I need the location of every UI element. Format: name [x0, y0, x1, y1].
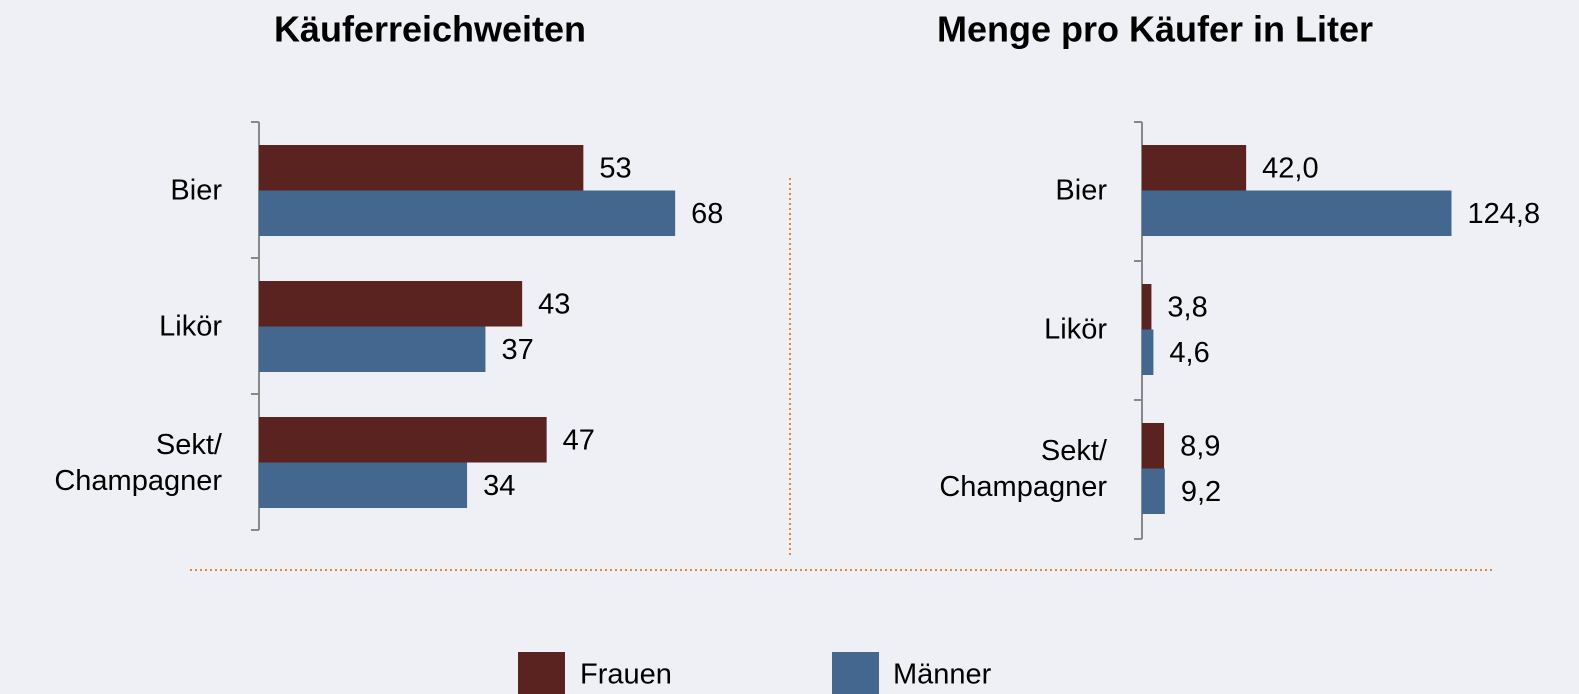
value-label: 34	[483, 470, 515, 502]
value-label: 3,8	[1167, 292, 1207, 324]
value-label: 9,2	[1181, 476, 1221, 508]
bar	[1142, 329, 1154, 375]
bar	[259, 145, 584, 191]
chart-title: Menge pro Käufer in Liter	[937, 9, 1373, 50]
bar	[1142, 468, 1165, 514]
bar	[1142, 145, 1247, 191]
category-label: Sekt/Champagner	[939, 435, 1108, 503]
value-label: 68	[691, 198, 723, 230]
legend-swatch	[832, 652, 879, 694]
value-label: 42,0	[1262, 153, 1318, 185]
bar	[259, 326, 486, 372]
category-label: Likör	[159, 311, 222, 343]
chart-title: Käuferreichweiten	[274, 9, 586, 50]
bar	[1142, 423, 1165, 469]
value-label: 37	[501, 334, 533, 366]
value-label: 47	[563, 425, 595, 457]
value-label: 43	[538, 289, 570, 321]
legend-swatch	[518, 652, 565, 694]
value-label: 4,6	[1169, 337, 1209, 369]
bar	[259, 281, 523, 327]
value-label: 53	[599, 153, 631, 185]
category-label: Likör	[1044, 314, 1107, 346]
bar	[1142, 190, 1452, 236]
bar	[259, 190, 676, 236]
value-label: 8,9	[1180, 431, 1220, 463]
value-label: 124,8	[1468, 198, 1541, 230]
legend-label: Frauen	[580, 659, 672, 691]
bar	[1142, 284, 1152, 330]
bar	[259, 462, 468, 508]
bar	[259, 417, 547, 463]
category-label: Bier	[170, 175, 222, 207]
category-label: Sekt/Champagner	[54, 429, 223, 497]
category-label: Bier	[1055, 175, 1107, 207]
legend-label: Männer	[893, 659, 992, 691]
